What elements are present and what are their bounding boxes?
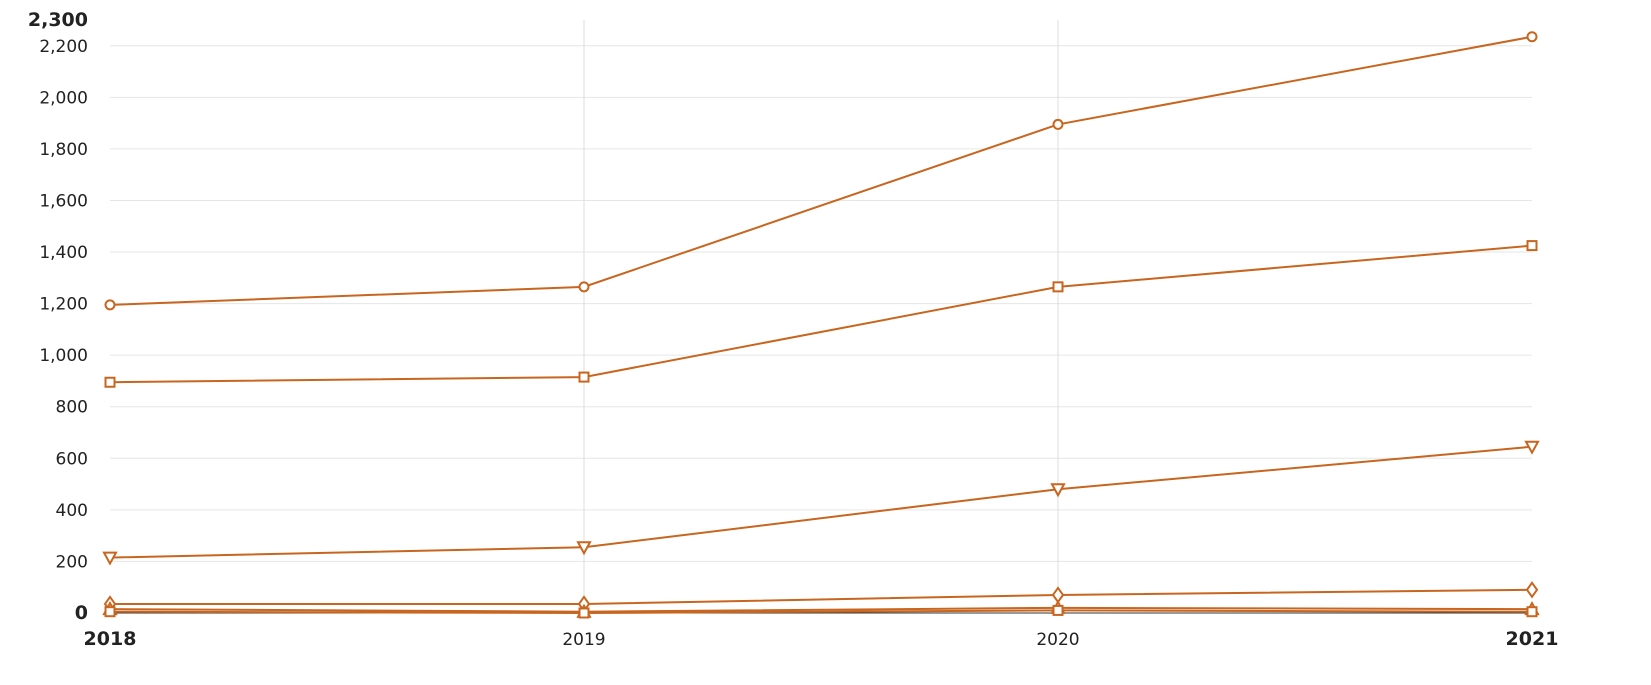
series-line xyxy=(109,606,1533,613)
series-3 xyxy=(103,581,1539,613)
point-square xyxy=(1052,604,1064,616)
series-line xyxy=(109,35,1533,306)
y-tick-label: 200 xyxy=(56,552,88,572)
x-tick-label: 2019 xyxy=(562,630,605,650)
y-tick-label: 400 xyxy=(56,501,88,521)
y-tick-label: 2,300 xyxy=(28,9,88,31)
y-tick-label: 1,200 xyxy=(39,295,88,315)
point-triangle-down xyxy=(102,551,118,566)
y-tick-label: 0 xyxy=(75,602,88,624)
series-line xyxy=(109,445,1533,559)
y-tick-label: 600 xyxy=(56,449,88,469)
point-triangle-down xyxy=(1050,483,1066,498)
y-tick-label: 1,600 xyxy=(39,191,88,211)
y-tick-label: 1,800 xyxy=(39,140,88,160)
series-line xyxy=(109,609,1533,615)
point-square xyxy=(104,376,116,388)
series-line xyxy=(110,588,1533,605)
point-circle xyxy=(104,299,116,311)
y-tick-label: 1,000 xyxy=(39,346,88,366)
series-0 xyxy=(104,31,1538,311)
point-circle xyxy=(1526,31,1538,43)
point-triangle-down xyxy=(1524,440,1540,455)
grid-layer xyxy=(110,20,1532,613)
series-5 xyxy=(104,604,1538,619)
point-circle xyxy=(1052,118,1064,130)
point-circle xyxy=(578,281,590,293)
x-tick-label: 2021 xyxy=(1506,628,1559,650)
point-square xyxy=(1052,281,1064,293)
point-square xyxy=(1526,240,1538,252)
series-1 xyxy=(104,240,1538,388)
y-tick-label: 800 xyxy=(56,398,88,418)
series-2 xyxy=(102,440,1540,566)
x-tick-label: 2020 xyxy=(1036,630,1079,650)
point-square xyxy=(578,607,590,619)
x-tick-label: 2018 xyxy=(84,628,137,650)
series-layer xyxy=(102,31,1540,619)
point-square xyxy=(578,371,590,383)
point-square xyxy=(1526,606,1538,618)
point-square xyxy=(104,606,116,618)
label-layer: 0 200 400 600 800 1,000 1,200 1,400 1,600 1,800 2,… xyxy=(28,9,1559,650)
y-tick-label: 2,200 xyxy=(39,37,88,57)
point-diamond xyxy=(1525,581,1539,599)
y-tick-label: 1,400 xyxy=(39,243,88,263)
y-tick-label: 2,000 xyxy=(39,88,88,108)
point-triangle-down xyxy=(576,541,592,556)
series-line xyxy=(109,244,1533,384)
